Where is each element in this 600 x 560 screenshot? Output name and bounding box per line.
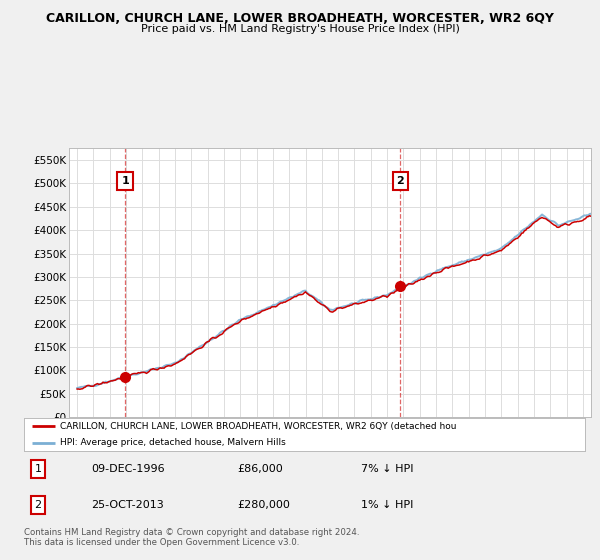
Text: 2: 2 bbox=[34, 500, 41, 510]
Text: 1: 1 bbox=[35, 464, 41, 474]
Text: 2: 2 bbox=[397, 176, 404, 186]
Text: 1% ↓ HPI: 1% ↓ HPI bbox=[361, 500, 413, 510]
Text: 09-DEC-1996: 09-DEC-1996 bbox=[91, 464, 165, 474]
Text: £86,000: £86,000 bbox=[237, 464, 283, 474]
Text: 7% ↓ HPI: 7% ↓ HPI bbox=[361, 464, 413, 474]
Text: 1: 1 bbox=[121, 176, 129, 186]
Text: 25-OCT-2013: 25-OCT-2013 bbox=[91, 500, 164, 510]
Text: HPI: Average price, detached house, Malvern Hills: HPI: Average price, detached house, Malv… bbox=[61, 438, 286, 447]
Text: CARILLON, CHURCH LANE, LOWER BROADHEATH, WORCESTER, WR2 6QY: CARILLON, CHURCH LANE, LOWER BROADHEATH,… bbox=[46, 12, 554, 25]
Text: Contains HM Land Registry data © Crown copyright and database right 2024.
This d: Contains HM Land Registry data © Crown c… bbox=[24, 528, 359, 548]
Text: Price paid vs. HM Land Registry's House Price Index (HPI): Price paid vs. HM Land Registry's House … bbox=[140, 24, 460, 34]
Text: CARILLON, CHURCH LANE, LOWER BROADHEATH, WORCESTER, WR2 6QY (detached hou: CARILLON, CHURCH LANE, LOWER BROADHEATH,… bbox=[61, 422, 457, 431]
Text: £280,000: £280,000 bbox=[237, 500, 290, 510]
